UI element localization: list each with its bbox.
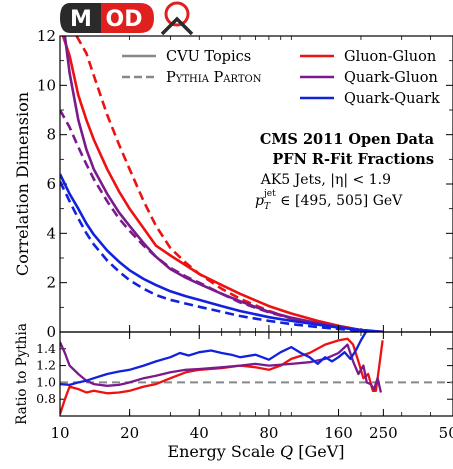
annotation-pt-range: pTjet ∈ [495, 505] GeV	[255, 189, 403, 212]
annotation-pt-symbol: p	[255, 193, 264, 209]
legend-label-quark-gluon: Quark-Gluon	[344, 70, 438, 86]
x-tick-label-160: 160	[324, 424, 353, 442]
ratio-series-gluon-gluon	[60, 337, 384, 415]
legend-label-pythia-parton: Pythia Parton	[166, 70, 262, 86]
ratio-y-tick-label: 1.0	[36, 374, 56, 389]
main-plot: 0 2 4 6 8 10 12 Correlation Dimension	[13, 27, 453, 341]
series-quark-quark-dashed	[60, 180, 384, 332]
x-tick-label-20: 20	[120, 424, 139, 442]
mod-logo-right-badge	[101, 3, 154, 33]
ratio-y-tick-label: 1.4	[36, 341, 56, 356]
ratio-y-tick-label: 0.8	[36, 391, 56, 406]
x-tick-label-10: 10	[50, 424, 69, 442]
mod-logo-letter-m: M	[70, 7, 92, 32]
annotation-method: PFN R-Fit Fractions	[272, 151, 434, 168]
ratio-plot-xlabel: Energy Scale Q [GeV]	[167, 442, 344, 461]
annotation-jet-selection: AK5 Jets, |η| < 1.9	[260, 172, 391, 188]
ratio-series-quark-gluon	[60, 341, 383, 393]
y-tick-label-2: 2	[46, 274, 56, 292]
xlabel-prefix: Energy Scale	[167, 442, 280, 461]
annotation-pt-range-text: ∈ [495, 505] GeV	[276, 193, 403, 209]
y-tick-label-0: 0	[46, 323, 56, 341]
mod-logo-left-badge	[60, 3, 101, 33]
mod-logo-letters-od: OD	[106, 7, 143, 32]
main-plot-ticks: 0 2 4 6 8 10 12	[37, 27, 453, 341]
annotation-block: CMS 2011 Open Data PFN R-Fit Fractions A…	[255, 131, 435, 212]
y-tick-label-8: 8	[46, 126, 56, 144]
x-tick-label-250: 250	[369, 424, 398, 442]
x-tick-label-40: 40	[190, 424, 209, 442]
legend-entry-pythia-parton: Pythia Parton	[122, 70, 262, 86]
legend-label-gluon-gluon: Gluon-Gluon	[344, 49, 436, 65]
xlabel-suffix: [GeV]	[293, 442, 344, 461]
legend-label-cvu-topics: CVU Topics	[166, 49, 251, 65]
legend-label-quark-quark: Quark-Quark	[344, 91, 440, 107]
y-tick-label-4: 4	[46, 224, 56, 242]
series-gluon-gluon-dashed	[75, 36, 384, 332]
series-gluon-gluon-solid	[61, 36, 384, 332]
annotation-dataset: CMS 2011 Open Data	[260, 131, 435, 148]
legend-entry-quark-gluon: Quark-Gluon	[300, 70, 438, 86]
ratio-series-quark-quark	[60, 332, 367, 387]
legend-entry-quark-quark: Quark-Quark	[300, 91, 440, 107]
legend-entry-gluon-gluon: Gluon-Gluon	[300, 49, 436, 65]
y-tick-label-12: 12	[37, 27, 56, 45]
mod-logo-mark-icon	[160, 1, 194, 36]
ratio-plot-series	[60, 332, 453, 415]
legend-entry-cvu-topics: CVU Topics	[122, 49, 251, 65]
ratio-y-tick-label: 1.2	[36, 358, 56, 373]
ratio-plot-ylabel: Ratio to Pythia	[14, 323, 30, 425]
x-tick-label-80: 80	[259, 424, 278, 442]
series-quark-quark-solid	[60, 173, 384, 332]
annotation-pt-subscript: T	[264, 202, 271, 212]
main-plot-ylabel: Correlation Dimension	[13, 92, 32, 276]
x-tick-label-500: 500	[439, 424, 453, 442]
legend: CVU Topics Pythia Parton Gluon-Gluon Qua…	[122, 49, 440, 107]
ratio-plot-ticks: 0.8 1.01.2 1.4 10 20 40 80 160 250 500	[36, 325, 453, 442]
annotation-pt-superscript: jet	[263, 189, 276, 199]
mod-logo: M OD	[60, 1, 194, 36]
xlabel-variable: Q	[280, 442, 293, 461]
y-tick-label-10: 10	[37, 76, 56, 94]
ratio-plot-frame	[59, 331, 453, 417]
ratio-plot: 0.8 1.01.2 1.4 10 20 40 80 160 250 500 Ratio to P…	[14, 323, 453, 461]
y-tick-label-6: 6	[46, 175, 56, 193]
main-plot-series	[60, 36, 384, 332]
